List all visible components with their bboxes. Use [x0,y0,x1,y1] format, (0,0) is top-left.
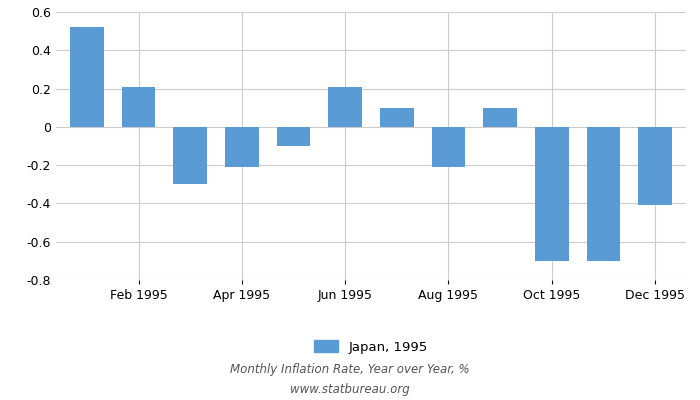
Bar [225,127,259,167]
Bar [328,87,362,127]
Bar [638,127,672,205]
Text: www.statbureau.org: www.statbureau.org [290,384,410,396]
Bar [70,27,104,127]
Bar [122,87,155,127]
Bar [483,108,517,127]
Legend: Japan, 1995: Japan, 1995 [309,335,433,359]
Bar [380,108,414,127]
Bar [276,127,310,146]
Text: Monthly Inflation Rate, Year over Year, %: Monthly Inflation Rate, Year over Year, … [230,364,470,376]
Bar [587,127,620,261]
Bar [432,127,466,167]
Bar [174,127,207,184]
Bar [535,127,568,261]
